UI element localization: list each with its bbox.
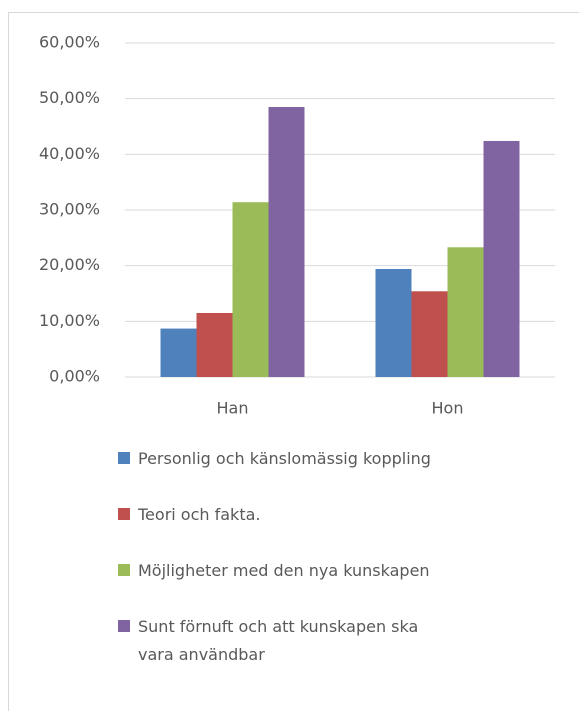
y-tick-label: 60,00% — [39, 33, 100, 52]
y-tick-label: 30,00% — [39, 200, 100, 219]
legend-swatch — [118, 508, 130, 520]
legend-label: Sunt förnuft och att kunskapen ska vara … — [138, 617, 419, 664]
legend-swatch — [118, 620, 130, 632]
bar — [268, 107, 305, 378]
bar — [196, 312, 233, 377]
x-tick-label: Han — [217, 399, 249, 418]
y-tick-label: 20,00% — [39, 255, 100, 274]
legend-label: Personlig och känslomässig koppling — [138, 449, 431, 468]
bar — [375, 269, 412, 377]
legend-swatch — [118, 564, 130, 576]
y-tick-label: 10,00% — [39, 311, 100, 330]
legend-swatch — [118, 452, 130, 464]
bar — [483, 140, 520, 377]
bar — [160, 328, 197, 377]
y-tick-label: 50,00% — [39, 88, 100, 107]
y-tick-label: 0,00% — [49, 367, 100, 386]
bar — [447, 247, 484, 377]
y-tick-label: 40,00% — [39, 144, 100, 163]
legend-label: Möjligheter med den nya kunskapen — [138, 561, 430, 580]
legend-label: Teori och fakta. — [138, 505, 261, 524]
bar — [232, 202, 269, 377]
bar — [411, 291, 448, 377]
x-tick-label: Hon — [432, 399, 464, 418]
